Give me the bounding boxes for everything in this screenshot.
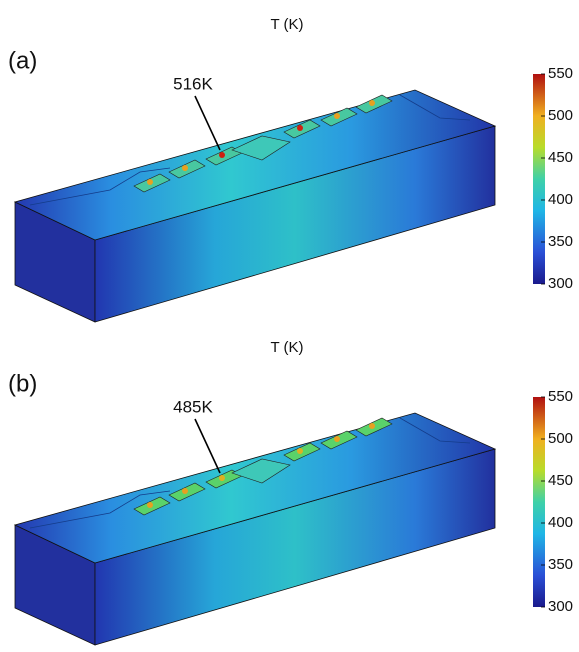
hotspot [297,448,303,454]
hotspot [182,165,188,171]
colorbar-tick-label: 500 [548,430,573,447]
annotation: 485K [173,397,213,416]
hotspot [182,488,188,494]
hotspot [369,423,375,429]
colorbar-title: T (K) [270,339,303,356]
panel: (b) T (K) 485K 300 350 400 450 500 550 [8,339,573,645]
colorbar [533,74,545,284]
colorbar-tick-label: 350 [548,233,573,250]
hotspot [334,436,340,442]
annotation-arrow [195,96,220,150]
colorbar-tick-label: 400 [548,191,573,208]
annotation: 516K [173,74,213,93]
annotation-arrow [195,419,220,473]
panel: (a) T (K) 516K 300 350 400 450 500 550 [8,16,573,322]
colorbar-title: T (K) [270,16,303,33]
colorbar [533,397,545,607]
colorbar-tick-label: 450 [548,472,573,489]
panel-label: (b) [8,370,37,397]
hotspot [147,179,153,185]
hotspot [147,502,153,508]
panel-label: (a) [8,47,37,74]
colorbar-tick-label: 550 [548,388,573,405]
colorbar-tick-label: 350 [548,556,573,573]
colorbar-tick-label: 500 [548,107,573,124]
hotspot [369,100,375,106]
figure: (a) T (K) 516K 300 350 400 450 500 550 (b) T (K) 48… [0,0,579,652]
hotspot [219,475,225,481]
hotspot [219,152,225,158]
hotspot [334,113,340,119]
hotspot [297,125,303,131]
colorbar-tick-label: 550 [548,65,573,82]
colorbar-tick-label: 300 [548,598,573,615]
colorbar-tick-label: 400 [548,514,573,531]
colorbar-tick-label: 300 [548,275,573,292]
colorbar-tick-label: 450 [548,149,573,166]
